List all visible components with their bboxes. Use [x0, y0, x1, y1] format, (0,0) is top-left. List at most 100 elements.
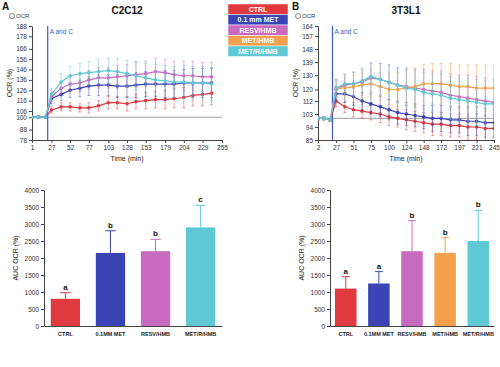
point: [334, 86, 338, 90]
point: [59, 105, 63, 109]
axis: 8594103112120130139148157164: [302, 23, 318, 144]
tick: 130: [302, 72, 318, 79]
error-bar: [32, 116, 34, 118]
tick: 3000: [25, 221, 44, 228]
tick: 100: [16, 114, 32, 121]
series: [318, 62, 494, 127]
error-bar: [475, 79, 478, 125]
tick-mark: [29, 49, 32, 50]
error-bar: [414, 71, 417, 109]
tick: 166: [16, 45, 32, 52]
point: [322, 117, 326, 121]
legend-label: MET/HMB: [242, 37, 275, 44]
annotation-line: [47, 26, 48, 140]
point: [413, 114, 417, 118]
axis-title: Time (min): [110, 155, 143, 163]
point: [378, 78, 382, 82]
figure: 1275277103128153179204229255788810010611…: [0, 0, 500, 367]
legend-item: MET/R/HMB: [228, 46, 288, 57]
tick-label: 124: [401, 144, 412, 151]
error-bar: [195, 205, 206, 227]
tick-label: 255: [217, 144, 228, 151]
error-bar: [201, 66, 204, 99]
point: [322, 117, 326, 121]
tick: 153: [141, 140, 152, 151]
point: [431, 117, 435, 121]
tick: 0.1MM MET: [364, 331, 395, 337]
tick-mark: [315, 75, 318, 76]
tick-mark: [327, 326, 330, 327]
tick-label: 2: [317, 144, 321, 151]
axis: 2275175100124148172197221245: [317, 140, 500, 151]
tick: MET/R/HMB: [185, 331, 216, 337]
bar: [368, 284, 390, 327]
tick: 148: [302, 46, 318, 53]
plot-area: [318, 26, 494, 140]
error-bar: [191, 66, 194, 99]
point: [431, 92, 435, 96]
point: [422, 115, 426, 119]
point: [37, 115, 41, 119]
tick-label: 148: [302, 46, 313, 53]
tick: 112: [303, 98, 318, 105]
error-bar: [69, 103, 72, 111]
point: [44, 115, 48, 119]
significance-letter: b: [153, 229, 158, 238]
point: [125, 72, 129, 76]
tick-label: 1000: [25, 289, 40, 296]
point: [387, 80, 391, 84]
tick-label: 103: [302, 111, 313, 118]
error-bar: [493, 81, 495, 127]
tick-mark: [315, 36, 318, 37]
key-marker: [10, 14, 15, 19]
point: [329, 118, 333, 122]
axis: 05001000150020002500300035004000: [25, 187, 45, 330]
error-bar: [116, 58, 119, 85]
series-line: [32, 93, 212, 117]
tick-mark: [29, 36, 32, 37]
axis: CTRL0.1MM METRESV/HMBMET/HMBMET/R/HMB: [331, 327, 495, 337]
tick-label: 3000: [25, 221, 40, 228]
point: [396, 83, 400, 87]
point: [360, 79, 364, 83]
point: [182, 80, 186, 84]
key-marker: [296, 14, 301, 19]
error-bar: [164, 65, 167, 96]
point: [449, 96, 453, 100]
tick-label: 100: [16, 114, 27, 121]
error-bar: [484, 81, 487, 127]
tick: 229: [198, 140, 209, 151]
error-bar: [343, 74, 346, 94]
tick: 3500: [311, 204, 330, 211]
tick-label: 52: [67, 144, 75, 151]
series: [32, 58, 213, 119]
error-bar: [60, 74, 63, 91]
series: [32, 82, 213, 119]
axis: 7888100106116126136146156166178188: [16, 23, 32, 144]
tick: 128: [122, 140, 133, 151]
tick: 197: [454, 140, 465, 151]
tick-label: 128: [122, 144, 133, 151]
tick-mark: [41, 275, 44, 276]
tick-mark: [353, 140, 354, 143]
point: [59, 80, 63, 84]
point: [387, 108, 391, 112]
error-bar: [408, 221, 416, 252]
bar: [467, 241, 489, 326]
series: [32, 58, 213, 119]
legend-swatch: [228, 46, 288, 57]
point: [387, 80, 391, 84]
tick-label: 112: [303, 98, 314, 105]
error-bar: [318, 117, 320, 120]
tick-mark: [424, 140, 425, 143]
legend-swatch: [228, 15, 288, 26]
point: [97, 70, 101, 74]
significance-letter: a: [377, 262, 382, 271]
axis-line: [45, 326, 223, 327]
tick: 126: [16, 87, 32, 94]
error-bar: [60, 293, 71, 299]
tick-label: 88: [20, 126, 28, 133]
bar: [401, 251, 423, 326]
tick-label: MET/R/HMB: [463, 331, 494, 337]
error-bar: [44, 116, 47, 118]
